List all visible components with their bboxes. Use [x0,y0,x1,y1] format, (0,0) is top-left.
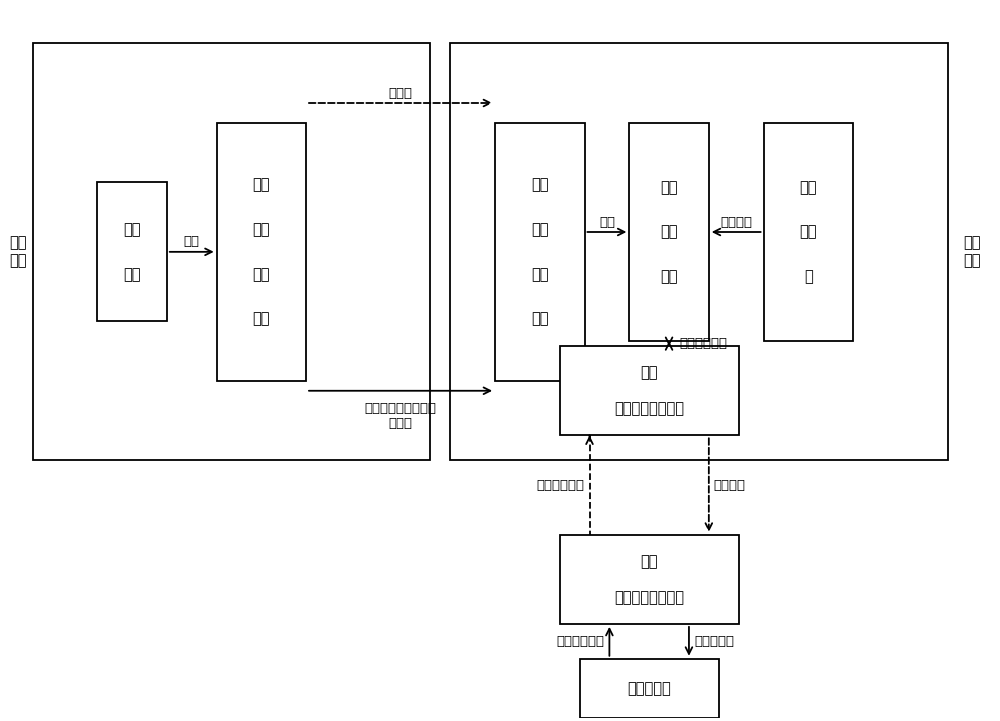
Text: 无线信号收发电路: 无线信号收发电路 [614,590,684,605]
Bar [495,123,585,381]
Text: 电机: 电机 [123,267,141,282]
Bar [560,535,739,624]
Text: 第一: 第一 [640,366,658,381]
Text: 电源: 电源 [253,222,270,237]
Text: 无线信号收发电路: 无线信号收发电路 [614,401,684,416]
Text: 测量: 测量 [660,224,678,239]
Text: 电能: 电能 [599,216,615,229]
Bar [629,123,709,341]
Text: 接收: 接收 [531,267,549,282]
Text: 无线信号: 无线信号 [714,479,746,492]
Bar [217,123,306,381]
Bar [560,346,739,435]
Text: 发送: 发送 [253,267,270,282]
Bar [580,659,719,718]
Text: 固定
机构: 固定 机构 [9,236,26,268]
Text: 直流: 直流 [123,222,141,237]
Text: 温度: 温度 [660,180,678,195]
Text: 温度采集指令: 温度采集指令 [537,479,585,492]
Text: 测试计算机: 测试计算机 [627,681,671,696]
Bar [33,43,430,460]
Text: 电路: 电路 [660,269,678,284]
Text: 电源: 电源 [531,222,549,237]
Text: 显示、存储: 显示、存储 [694,634,734,648]
Text: 电路: 电路 [253,311,270,327]
Bar [450,43,948,460]
Text: 第二: 第二 [640,554,658,569]
Text: 温度: 温度 [800,180,817,195]
Text: 无线: 无线 [531,177,549,193]
Text: 电能: 电能 [184,236,200,249]
Bar [764,123,853,341]
Text: 电磁能: 电磁能 [389,87,413,99]
Text: 传感: 传感 [800,224,817,239]
Text: 温度信息: 温度信息 [720,216,752,229]
Text: 温度数字信号: 温度数字信号 [679,337,727,350]
Text: 无线: 无线 [253,177,270,193]
Text: 电路: 电路 [531,311,549,327]
Text: 电机定子、动子及其
输出轴: 电机定子、动子及其 输出轴 [365,402,437,430]
Text: 活动
机构: 活动 机构 [964,236,981,268]
Bar [97,182,167,322]
Text: 温度采集指令: 温度采集指令 [556,634,604,648]
Text: 器: 器 [804,269,813,284]
